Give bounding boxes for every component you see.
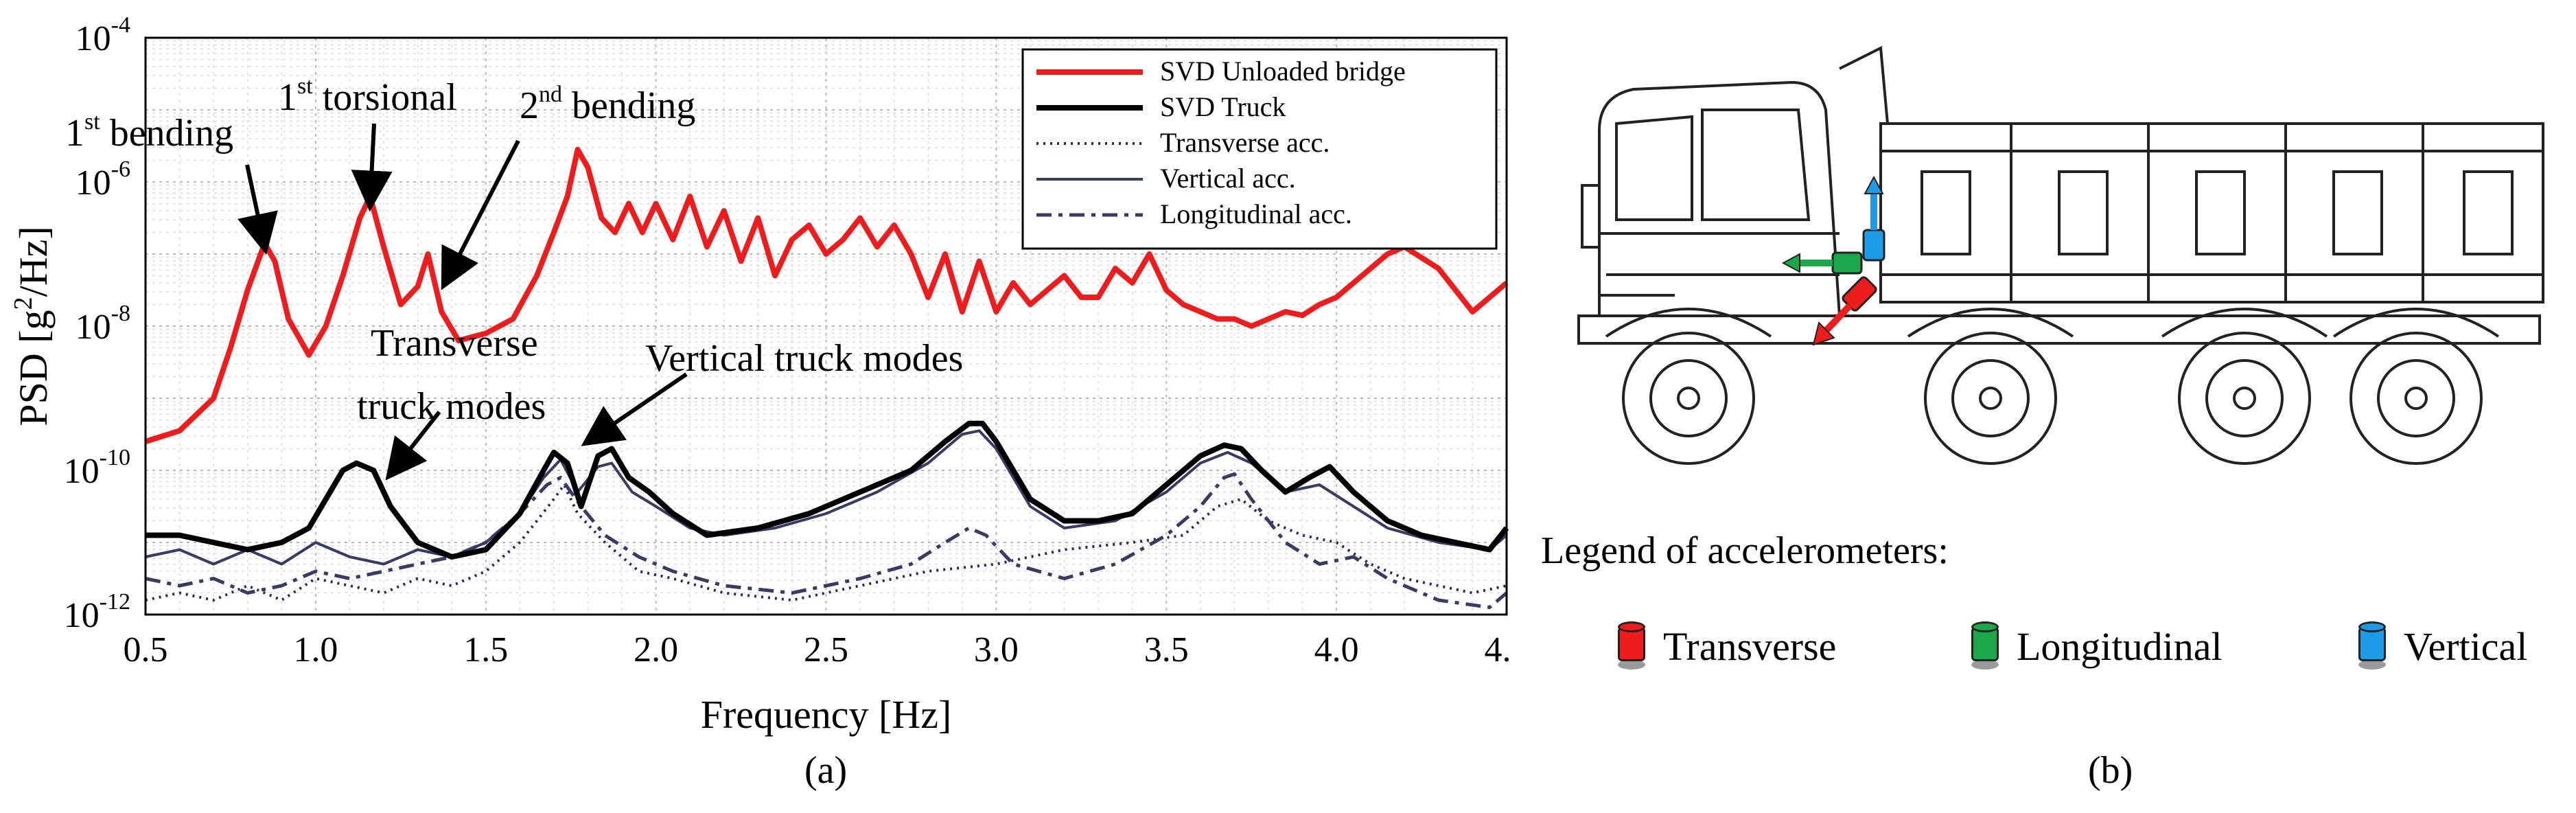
truck-accelerometers (1781, 175, 1885, 346)
annotation-label: 1st bending (65, 109, 233, 154)
longitudinal-sensor (1831, 251, 1863, 275)
x-tick-label: 3.0 (974, 630, 1019, 669)
annotation-label: Transverse (371, 322, 538, 365)
caption-a: (a) (804, 749, 848, 792)
red-cylinder-icon (1618, 621, 1645, 671)
series-line-longitudinal-acc- (145, 472, 1508, 609)
annotation-label: 2nd bending (520, 82, 695, 127)
psd-chart: 0.5 1.0 1.5 2.0 2.5 3.0 3.5 4.0 4.5 10-12 10-10 10-… (9, 12, 1510, 737)
caption-b: (b) (2088, 749, 2133, 792)
x-axis-title: Frequency [Hz] (701, 692, 952, 737)
green-cylinder-icon (1971, 621, 1999, 671)
x-tick-label: 0.5 (124, 630, 168, 669)
vertical-sensor (1862, 229, 1885, 262)
truck-illustration (1577, 45, 2544, 465)
x-tick-label: 4.5 (1485, 630, 1511, 669)
legend-label: Longitudinal acc. (1160, 198, 1352, 229)
y-tick-label: 10-12 (64, 589, 130, 635)
tick-labels: 0.5 1.0 1.5 2.0 2.5 3.0 3.5 4.0 4.5 10-12 10-10 10-… (64, 12, 1510, 669)
truck-cab (1598, 80, 1842, 317)
annotation-arrow (351, 123, 393, 212)
legend-label-vertical: Vertical (2404, 623, 2528, 669)
plot-frame (144, 36, 1508, 616)
x-tick-label: 1.5 (463, 630, 508, 669)
truck-chassis (1577, 314, 2541, 345)
chart-legend: SVD Unloaded bridge SVD Truck Transverse a… (1021, 48, 1498, 250)
legend-label-transverse: Transverse (1663, 623, 1837, 669)
ann-1st-bending: 1st bending (65, 109, 278, 255)
y-tick-label: 10-8 (76, 301, 130, 347)
ann-transverse: Transverse truck modes (357, 322, 546, 481)
y-tick-label: 10-4 (76, 12, 130, 58)
y-tick-label: 10-6 (76, 157, 130, 203)
y-tick-label: 10-10 (64, 445, 130, 491)
x-tick-label: 2.5 (804, 630, 848, 669)
accelerometer-legend-title: Legend of accelerometers: (1541, 529, 1949, 572)
x-tick-label: 2.0 (634, 630, 678, 669)
blue-cylinder-icon (2358, 621, 2386, 671)
annotations: 1st bending 1st torsional 2nd bending Trans… (65, 73, 963, 481)
annotation-arrow (385, 411, 441, 481)
legend-item-vertical: Vertical (2358, 621, 2527, 671)
truck-wheels (1622, 332, 2483, 465)
series-line-transverse-acc- (145, 483, 1507, 602)
series-line-svd-truck (146, 420, 1509, 560)
annotation-arrow (237, 164, 278, 255)
legend-label: SVD Truck (1160, 91, 1286, 122)
legend-label: Vertical acc. (1160, 163, 1296, 194)
annotation-label: Vertical truck modes (645, 337, 963, 380)
annotation-label: truck modes (357, 385, 546, 428)
legend-box (1021, 48, 1498, 250)
annotation-label: 1st torsional (278, 73, 457, 119)
series-line-svd-unloaded-bridge (144, 146, 1509, 444)
y-axis-title: PSD [g2/Hz] (9, 226, 56, 426)
ann-1st-torsional: 1st torsional (278, 73, 457, 212)
legend-label-longitudinal: Longitudinal (2017, 623, 2223, 669)
ann-vertical: Vertical truck modes (581, 337, 963, 446)
legend-label: Transverse acc. (1160, 127, 1330, 158)
x-tick-label: 1.0 (293, 630, 338, 669)
ann-2nd-bending: 2nd bending (441, 82, 695, 290)
legend-label: SVD Unloaded bridge (1160, 56, 1406, 87)
annotation-arrow (441, 139, 520, 290)
annotation-arrow (581, 372, 688, 446)
series-group (144, 146, 1509, 609)
legend-item-transverse: Transverse (1618, 621, 1836, 671)
x-tick-label: 3.5 (1144, 630, 1189, 669)
x-tick-label: 4.0 (1314, 630, 1359, 669)
legend-item-longitudinal: Longitudinal (1971, 621, 2223, 671)
